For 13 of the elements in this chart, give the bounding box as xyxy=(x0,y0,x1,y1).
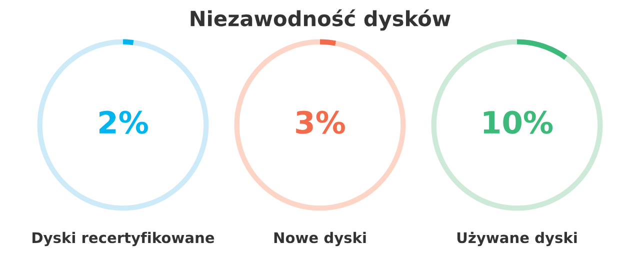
donut-slice xyxy=(517,39,568,60)
text: Nowe dyski xyxy=(274,232,366,246)
data-label: 3% xyxy=(296,110,345,134)
text: Dyski recertyfikowane xyxy=(32,232,214,246)
donut-slice xyxy=(431,39,603,211)
text: Używane dyski xyxy=(457,232,577,246)
text: Niezawodność dysków xyxy=(190,9,450,31)
donut-slice xyxy=(320,39,336,46)
data-label: 10% xyxy=(484,110,553,134)
donut-slice xyxy=(37,39,209,211)
data-label: 2% xyxy=(99,110,148,134)
donut-slice xyxy=(123,39,134,46)
donut-slice xyxy=(234,39,406,211)
